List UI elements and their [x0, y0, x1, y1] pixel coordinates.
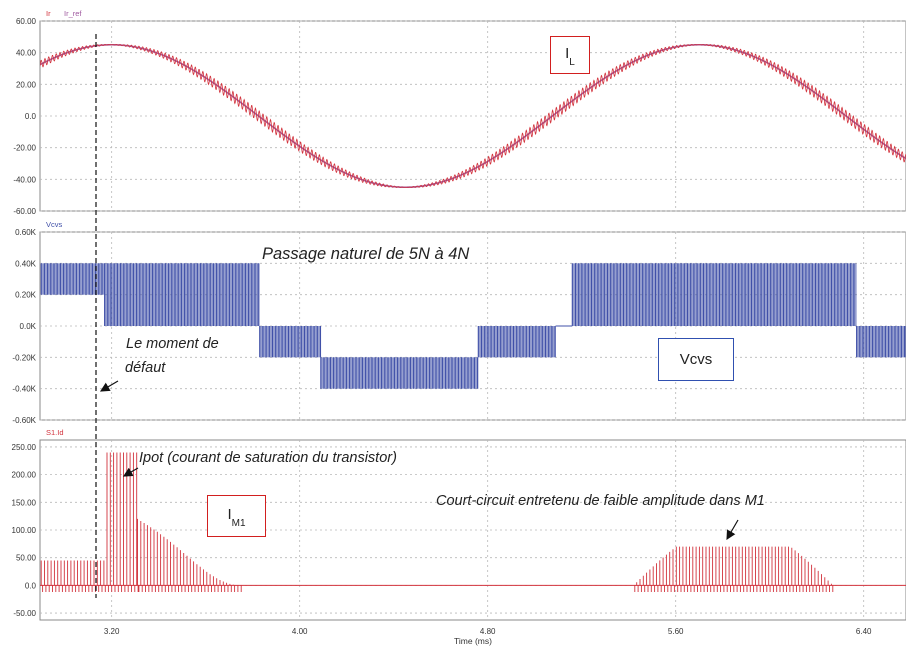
y-tick-label: -50.00 [13, 609, 36, 618]
fault-annotation-line2: défaut [125, 360, 166, 376]
y-tick-label: 0.0 [25, 112, 37, 121]
im1-label: IM1 [227, 506, 246, 529]
y-tick-label: 20.00 [16, 80, 37, 89]
x-tick-label: 3.20 [104, 627, 120, 636]
y-tick-label: -0.60K [12, 416, 36, 425]
arrow-court-circuit [726, 519, 739, 541]
vcvs-pulses [477, 326, 556, 358]
y-tick-label: -0.20K [12, 353, 36, 362]
y-tick-label: -0.40K [12, 385, 36, 394]
series-s1-id [40, 452, 834, 592]
y-tick-label: 200.00 [12, 471, 37, 480]
y-tick-label: -40.00 [13, 175, 36, 184]
fault-annotation-line1: Le moment de [126, 336, 219, 352]
y-tick-label: -60.00 [13, 207, 36, 216]
vcvs-pulses [856, 326, 906, 358]
vcvs-segment [104, 263, 260, 326]
y-tick-label: 250.00 [12, 443, 37, 452]
y-tick-label: 100.00 [12, 526, 37, 535]
vcvs-pulses [259, 326, 322, 358]
legend-entry: Ir [46, 9, 51, 18]
y-tick-label: 150.00 [12, 498, 37, 507]
y-tick-label: 40.00 [16, 49, 37, 58]
vcvs-pulses [320, 357, 479, 389]
series-ir [40, 44, 906, 188]
arrow-ipot [122, 467, 139, 477]
x-tick-label: 6.40 [856, 627, 872, 636]
y-tick-label: 0.20K [15, 291, 37, 300]
vcvs-pulses [104, 263, 259, 326]
y-tick-label: 0.40K [15, 259, 37, 268]
il-label-box: IL [550, 36, 590, 74]
legend-entry: Vcvs [46, 220, 63, 229]
vcvs-segment [572, 263, 857, 326]
x-axis-title: Time (ms) [454, 636, 492, 646]
y-tick-label: 0.0 [25, 581, 37, 590]
ipot-annotation: Ipot (courant de saturation du transisto… [139, 450, 397, 466]
vcvs-label: Vcvs [679, 351, 713, 368]
vcvs-label-box: Vcvs [658, 338, 734, 381]
y-tick-label: 60.00 [16, 17, 37, 26]
y-tick-label: 50.00 [16, 554, 37, 563]
x-tick-label: 4.80 [480, 627, 496, 636]
court-circuit-annotation: Court-circuit entretenu de faible amplit… [436, 493, 765, 509]
im1-label-box: IM1 [207, 495, 266, 537]
y-tick-label: 0.60K [15, 228, 37, 237]
vcvs-pulses [571, 263, 855, 326]
legend-entry: S1.Id [46, 428, 64, 437]
il-label: IL [565, 45, 575, 68]
x-tick-label: 4.00 [292, 627, 308, 636]
passage-annotation: Passage naturel de 5N à 4N [262, 245, 470, 263]
x-tick-label: 5.60 [668, 627, 684, 636]
y-tick-label: 0.0K [20, 322, 37, 331]
arrow-fault [99, 380, 119, 392]
y-tick-label: -20.00 [13, 144, 36, 153]
legend-entry: Ir_ref [64, 9, 82, 18]
